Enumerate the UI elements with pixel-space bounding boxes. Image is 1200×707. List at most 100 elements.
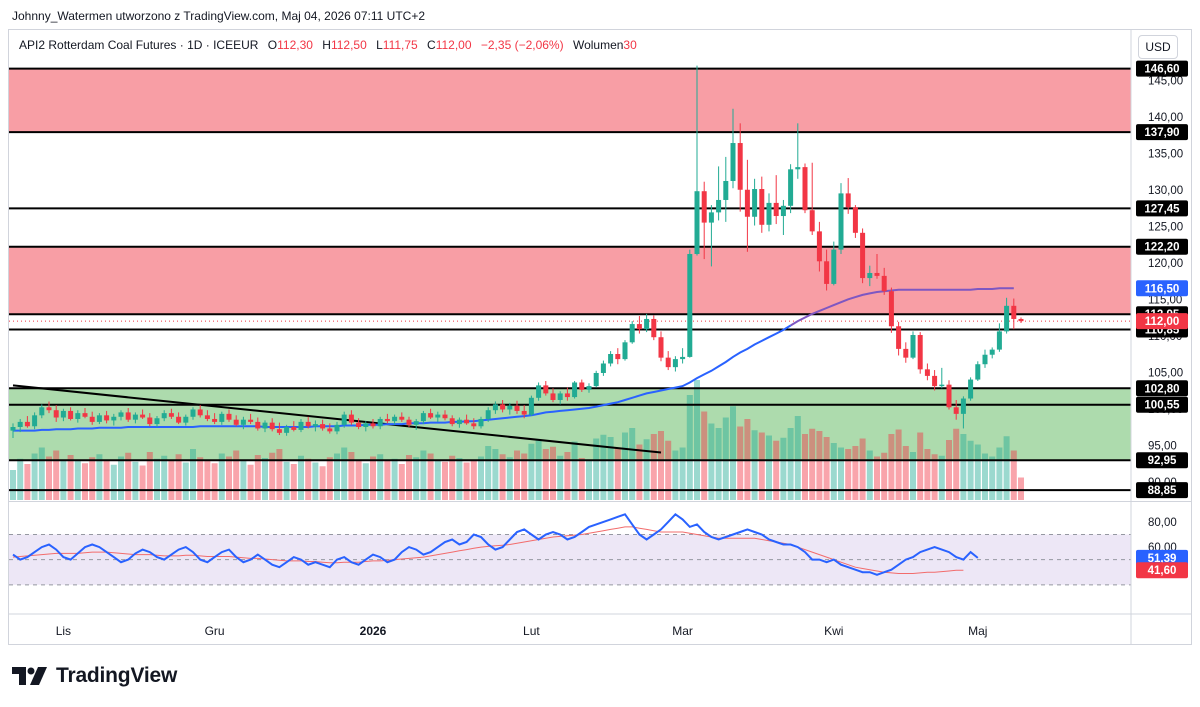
candle-body[interactable] — [89, 416, 95, 422]
candle-body[interactable] — [53, 410, 59, 418]
candle-body[interactable] — [528, 397, 534, 415]
candle-body[interactable] — [24, 421, 30, 427]
candle-body[interactable] — [759, 189, 765, 225]
candle-body[interactable] — [773, 202, 779, 217]
candle-body[interactable] — [600, 363, 606, 373]
current-price-tag[interactable]: 112,00 — [1136, 313, 1188, 330]
candle-body[interactable] — [168, 413, 174, 417]
candle-body[interactable] — [636, 324, 642, 330]
candle-body[interactable] — [694, 191, 700, 254]
rsi-value-tag[interactable]: 51,39 — [1136, 549, 1188, 566]
candle-body[interactable] — [881, 275, 887, 292]
candle-body[interactable] — [579, 382, 585, 390]
candle-body[interactable] — [176, 416, 182, 423]
candle-body[interactable] — [557, 393, 563, 400]
candle-body[interactable] — [845, 193, 851, 208]
candle-body[interactable] — [960, 398, 966, 414]
candle-body[interactable] — [406, 419, 412, 425]
level-price-tag[interactable]: 102,80 — [1136, 380, 1188, 397]
candle-body[interactable] — [550, 393, 556, 400]
level-price-tag[interactable]: 100,55 — [1136, 396, 1188, 413]
candle-body[interactable] — [334, 424, 340, 432]
candle-body[interactable] — [824, 261, 830, 284]
candle-body[interactable] — [320, 424, 326, 429]
candle-body[interactable] — [96, 415, 102, 422]
candle-body[interactable] — [989, 349, 995, 355]
candle-body[interactable] — [240, 419, 246, 425]
candle-body[interactable] — [435, 414, 441, 418]
rsi-ma-value-tag[interactable]: 41,60 — [1136, 562, 1188, 579]
candle-body[interactable] — [341, 414, 347, 425]
candle-body[interactable] — [852, 207, 858, 233]
candle-body[interactable] — [478, 418, 484, 427]
candle-body[interactable] — [910, 335, 916, 358]
level-price-tag[interactable]: 146,60 — [1136, 60, 1188, 77]
candle-body[interactable] — [665, 357, 671, 368]
candle-body[interactable] — [680, 356, 686, 360]
candle-body[interactable] — [1004, 305, 1010, 332]
candle-body[interactable] — [456, 419, 462, 425]
candle-body[interactable] — [471, 423, 477, 427]
candle-body[interactable] — [125, 412, 131, 420]
candle-body[interactable] — [953, 407, 959, 414]
candle-body[interactable] — [312, 424, 318, 427]
candle-body[interactable] — [816, 231, 822, 262]
candle-body[interactable] — [420, 413, 426, 422]
candle-body[interactable] — [932, 375, 938, 387]
candle-body[interactable] — [464, 419, 470, 424]
candle-body[interactable] — [593, 372, 599, 387]
candle-body[interactable] — [752, 189, 758, 217]
candle-body[interactable] — [111, 416, 117, 421]
candle-body[interactable] — [492, 404, 498, 411]
candle-body[interactable] — [118, 412, 124, 417]
candle-body[interactable] — [564, 393, 570, 398]
candle-body[interactable] — [672, 359, 678, 368]
candle-body[interactable] — [140, 414, 146, 418]
candle-body[interactable] — [75, 413, 81, 419]
candle-body[interactable] — [838, 193, 844, 250]
candle-body[interactable] — [572, 382, 578, 398]
candle-body[interactable] — [788, 169, 794, 206]
candle-body[interactable] — [629, 324, 635, 343]
candle-body[interactable] — [442, 414, 448, 419]
candle-body[interactable] — [327, 428, 333, 432]
candle-body[interactable] — [651, 318, 657, 338]
candle-body[interactable] — [924, 369, 930, 376]
candle-body[interactable] — [543, 385, 549, 394]
candle-body[interactable] — [903, 348, 909, 358]
candle-body[interactable] — [226, 413, 232, 420]
candle-body[interactable] — [348, 414, 354, 423]
candle-body[interactable] — [723, 180, 729, 200]
candle-body[interactable] — [615, 354, 621, 360]
candle-body[interactable] — [276, 429, 282, 433]
candle-body[interactable] — [190, 409, 196, 417]
candle-body[interactable] — [716, 199, 722, 213]
price-chart[interactable]: 90,0095,00100,00105,00110,00115,00120,00… — [0, 0, 1200, 650]
candle-body[interactable] — [982, 354, 988, 365]
candle-body[interactable] — [766, 202, 772, 225]
candle-body[interactable] — [233, 419, 239, 425]
candle-body[interactable] — [795, 167, 801, 170]
candle-body[interactable] — [219, 413, 225, 422]
candle-body[interactable] — [154, 418, 160, 425]
symbol-title[interactable]: API2 Rotterdam Coal Futures · 1D · ICEEU… — [19, 38, 259, 52]
candle-body[interactable] — [305, 421, 311, 427]
candle-body[interactable] — [874, 272, 880, 276]
candle-body[interactable] — [356, 422, 362, 427]
candle-body[interactable] — [507, 405, 513, 410]
candle-body[interactable] — [68, 410, 74, 419]
candle-body[interactable] — [701, 191, 707, 223]
candle-body[interactable] — [183, 416, 189, 423]
candle-body[interactable] — [586, 386, 592, 390]
candle-body[interactable] — [399, 416, 405, 420]
candle-body[interactable] — [996, 331, 1002, 350]
candle-body[interactable] — [147, 417, 153, 425]
candle-body[interactable] — [608, 354, 614, 364]
candle-body[interactable] — [132, 414, 138, 420]
candle-body[interactable] — [896, 326, 902, 349]
candle-body[interactable] — [536, 385, 542, 398]
level-price-tag[interactable]: 127,45 — [1136, 200, 1188, 217]
level-price-tag[interactable]: 92,95 — [1136, 452, 1188, 469]
candle-body[interactable] — [687, 253, 693, 357]
level-price-tag[interactable]: 88,85 — [1136, 482, 1188, 499]
